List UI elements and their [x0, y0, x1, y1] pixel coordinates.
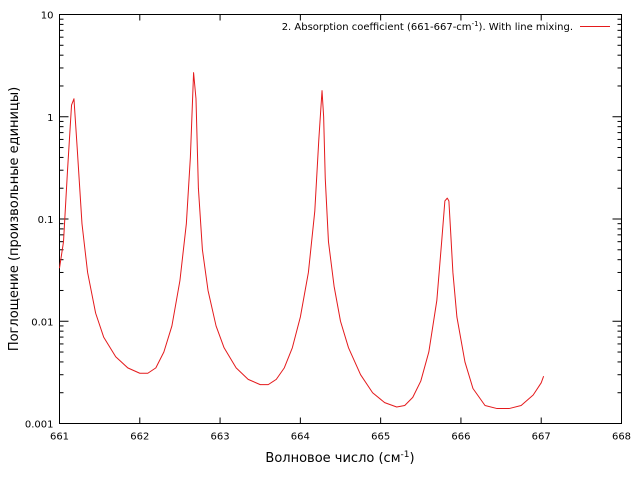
x-axis-title: Волновое число (см-1): [265, 450, 414, 466]
x-axis-ticks: 661 662 663 664 665 666 667 668: [50, 14, 631, 443]
x-tick-label: 665: [371, 432, 390, 443]
y-tick-label: 1: [47, 113, 53, 124]
x-tick-label: 667: [532, 432, 551, 443]
plot-frame: [59, 14, 622, 424]
y-tick-label: 0.1: [38, 215, 54, 226]
x-tick-label: 668: [612, 432, 631, 443]
x-tick-label: 663: [211, 432, 230, 443]
legend: 2. Absorption coefficient (661-667-cm-1)…: [282, 20, 610, 33]
x-tick-label: 662: [130, 432, 149, 443]
y-tick-label: 10: [41, 11, 54, 22]
legend-label: 2. Absorption coefficient (661-667-cm-1)…: [282, 20, 573, 33]
y-axis-title: Поглощение (произвольные единицы): [7, 87, 22, 351]
y-tick-label: 0.01: [31, 317, 53, 328]
x-tick-label: 664: [291, 432, 310, 443]
series-layer: [59, 72, 545, 410]
x-tick-label: 666: [451, 432, 470, 443]
x-tick-label: 661: [50, 432, 69, 443]
series-line: [59, 72, 545, 410]
y-axis-ticks: 0.001 0.01 0.1 1 10: [25, 11, 622, 431]
y-tick-label: 0.001: [25, 420, 54, 431]
